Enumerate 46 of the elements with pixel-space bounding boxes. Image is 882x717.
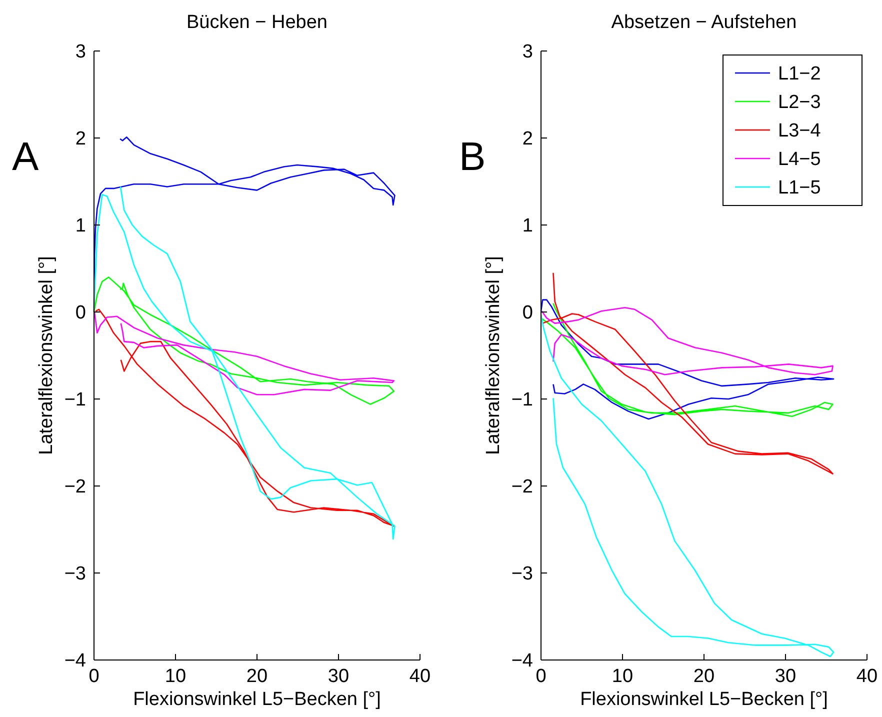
text: B xyxy=(459,135,486,179)
y-tick-label: −2 xyxy=(511,476,533,498)
x-tick-label: 20 xyxy=(246,666,268,687)
x-tick-label: 20 xyxy=(693,666,715,687)
y-axis-title: Lateralflexionswinkel [°] xyxy=(483,256,504,455)
line-series xyxy=(93,186,396,540)
y-tick-label: −3 xyxy=(64,564,86,585)
text: A xyxy=(12,135,39,179)
y-tick-label: −1 xyxy=(64,390,86,411)
line-series xyxy=(93,276,395,405)
x-tick-label: 10 xyxy=(164,666,186,687)
y-tick-label: 3 xyxy=(522,42,533,63)
y-tick-label: 1 xyxy=(522,216,533,237)
y-tick-label: 2 xyxy=(522,128,533,150)
x-axis-title: Flexionswinkel L5−Becken [°] xyxy=(133,689,381,710)
x-tick-label: 40 xyxy=(856,666,878,687)
x-tick-label: 0 xyxy=(536,666,546,687)
x-tick-label: 30 xyxy=(328,666,350,687)
line-series xyxy=(542,272,834,474)
x-axis-title: Flexionswinkel L5−Becken [°] xyxy=(580,689,828,710)
legend-label: L3−4 xyxy=(778,120,822,142)
legend-label: L2−3 xyxy=(778,92,821,114)
y-tick-label: 1 xyxy=(75,216,86,237)
legend-label: L1−5 xyxy=(778,178,821,199)
y-tick-label: 3 xyxy=(75,42,86,63)
y-tick-label: −1 xyxy=(511,390,533,411)
line-series xyxy=(540,314,834,658)
line-series xyxy=(94,311,395,396)
y-tick-label: 0 xyxy=(75,302,86,324)
y-tick-label: −4 xyxy=(511,650,534,672)
chart-title: Bücken − Heben xyxy=(186,12,328,33)
line-series xyxy=(541,307,834,376)
legend-label: L4−5 xyxy=(778,149,821,170)
y-tick-label: −4 xyxy=(64,650,86,672)
y-axis-title: Lateralflexionswinkel [°] xyxy=(36,256,57,455)
chart-title: Absetzen − Aufstehen xyxy=(611,12,797,33)
y-tick-label: −3 xyxy=(511,564,533,585)
y-tick-label: 0 xyxy=(522,302,533,324)
x-tick-label: 40 xyxy=(409,666,431,687)
x-tick-label: 10 xyxy=(612,666,634,687)
legend-label: L1−2 xyxy=(778,64,821,85)
x-tick-label: 30 xyxy=(774,666,796,687)
y-tick-label: −2 xyxy=(64,476,86,498)
line-series xyxy=(94,308,395,527)
y-tick-label: 2 xyxy=(75,128,86,150)
x-tick-label: 0 xyxy=(88,666,100,687)
